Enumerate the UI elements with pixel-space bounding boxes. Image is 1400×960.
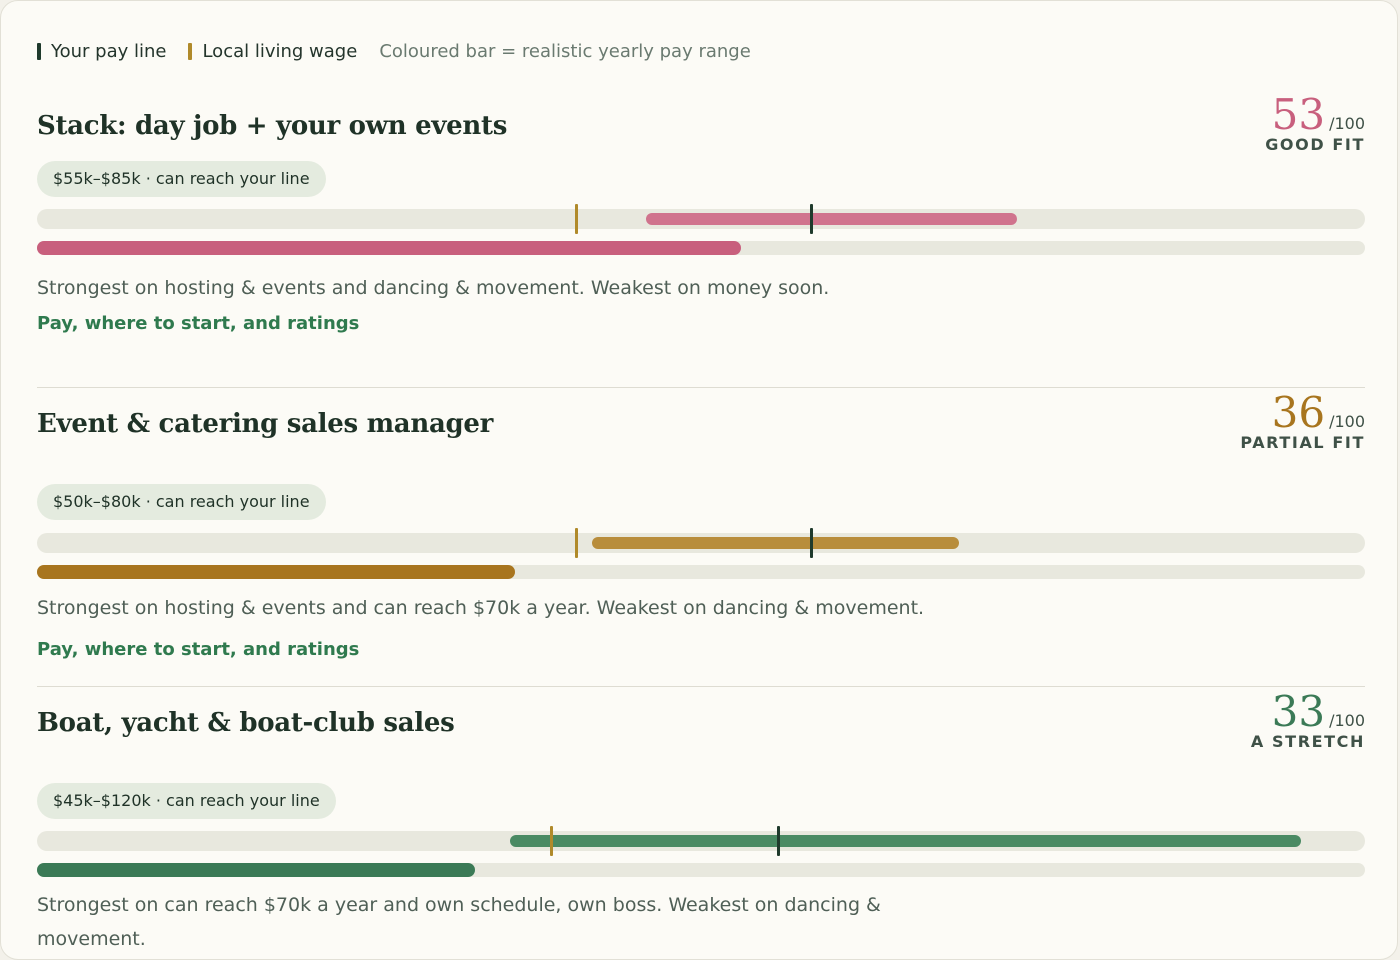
fit-score-fill [37,863,476,877]
score-number: 53 [1271,90,1326,139]
legend: Your pay line Local living wage Coloured… [37,41,751,62]
your-pay-line-marker [810,528,814,558]
pay-details-link[interactable]: Pay, where to start, and ratings [37,313,360,334]
option-summary: Strongest on hosting & events and can re… [37,597,925,619]
fit-label: A STRETCH [1250,732,1365,751]
fit-score-fill [37,565,516,579]
pay-range-track [37,826,1365,856]
fit-label: PARTIAL FIT [1240,433,1365,452]
pay-range-track [37,528,1365,558]
fit-score-track [37,863,1365,877]
fit-score-track [37,241,1365,255]
option-card-event-catering: Event & catering sales manager 36/100 PA… [37,389,1365,709]
living-wage-marker [574,204,578,234]
option-card-stack: Stack: day job + your own events 53/100 … [37,91,1365,411]
pay-range-bar [509,835,1301,847]
pay-range-pill: $55k–$85k · can reach your line [37,161,326,197]
fit-score: 33/100 A STRETCH [1250,687,1365,752]
score-max: /100 [1329,711,1365,730]
pay-range-bar [591,537,959,549]
pay-range-bar [646,213,1018,225]
fit-score-track [37,565,1365,579]
legend-note: Coloured bar = realistic yearly pay rang… [379,41,751,62]
living-wage-swatch [188,43,193,60]
divider [37,387,1365,388]
pay-range-pill: $50k–$80k · can reach your line [37,484,326,520]
living-wage-marker [549,826,553,856]
fit-score: 53/100 GOOD FIT [1265,90,1365,155]
legend-living-wage-label: Local living wage [202,41,358,62]
option-title: Boat, yacht & boat-club sales [37,708,455,738]
your-pay-line-marker [776,826,780,856]
option-title: Event & catering sales manager [37,409,494,439]
fit-label: GOOD FIT [1265,135,1365,154]
pay-range-track [37,204,1365,234]
score-max: /100 [1329,412,1365,431]
fit-score: 36/100 PARTIAL FIT [1240,388,1365,453]
option-title: Stack: day job + your own events [37,111,508,141]
legend-your-pay-line-label: Your pay line [51,41,167,62]
fit-score-fill [37,241,741,255]
score-number: 36 [1271,388,1326,437]
pay-range-pill: $45k–$120k · can reach your line [37,783,336,819]
option-summary: Strongest on hosting & events and dancin… [37,277,830,299]
score-max: /100 [1329,114,1365,133]
living-wage-marker [574,528,578,558]
option-card-boat-sales: Boat, yacht & boat-club sales 33/100 A S… [37,688,1365,959]
pay-details-link[interactable]: Pay, where to start, and ratings [37,639,360,660]
option-summary: Strongest on can reach $70k a year and o… [37,894,881,950]
your-pay-line-marker [810,204,814,234]
divider [37,686,1365,687]
score-number: 33 [1271,687,1326,736]
legend-your-pay-line: Your pay line [37,41,166,62]
legend-living-wage: Local living wage [188,41,357,62]
your-pay-line-swatch [37,43,41,60]
